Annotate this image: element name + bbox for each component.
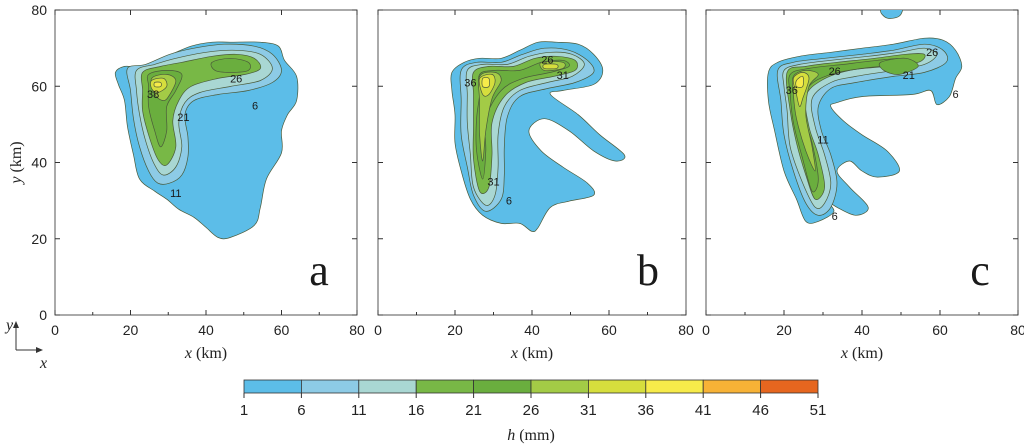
contour-label: 11	[817, 135, 828, 147]
y-tick-label: 20	[31, 231, 47, 247]
x-tick-label: 0	[51, 322, 59, 338]
colorbar-unit: (mm)	[515, 427, 555, 444]
x-axis-var: x	[184, 345, 192, 362]
colorbar-tick-label: 1	[240, 402, 248, 419]
contour-label: 31	[557, 70, 569, 82]
colorbar-swatch	[358, 379, 417, 394]
y-axis-label: y (km)	[8, 141, 25, 185]
x-axis-unit: (km)	[192, 345, 227, 362]
x-tick-label: 20	[776, 322, 792, 338]
contour-band-16	[785, 53, 926, 200]
colorbar-tick-label: 26	[523, 402, 540, 419]
contour-label: 21	[903, 70, 915, 82]
contour-band-island	[880, 10, 903, 19]
x-axis-unit: (km)	[848, 345, 883, 362]
contour-label: 38	[147, 89, 159, 101]
contour-fills	[114, 41, 299, 240]
x-axis-label: x (km)	[184, 345, 227, 362]
x-tick-label: 60	[274, 322, 290, 338]
y-tick-label: 40	[31, 155, 47, 171]
x-axis-label: x (km)	[510, 345, 553, 362]
contour-band-21	[878, 57, 919, 75]
contour-label: 26	[230, 74, 242, 86]
contour-band-21	[210, 57, 251, 73]
contour-label: 26	[926, 47, 938, 59]
corner-y-label: y	[4, 317, 14, 334]
y-axis-unit: (km)	[8, 141, 25, 176]
colorbar-swatch	[473, 379, 532, 394]
x-axis-unit: (km)	[518, 345, 553, 362]
x-tick-label: 80	[678, 322, 694, 338]
colorbar-swatch	[645, 379, 704, 394]
x-tick-label: 0	[374, 322, 382, 338]
x-tick-label: 60	[601, 322, 617, 338]
colorbar-swatch	[588, 379, 647, 394]
panel-letter: b	[637, 246, 659, 295]
contour-band-21	[475, 59, 570, 180]
contour-fills	[767, 10, 963, 224]
corner-x-arrowhead	[36, 347, 43, 353]
x-tick-label: 80	[349, 322, 365, 338]
y-tick-label: 60	[31, 78, 47, 94]
colorbar-swatch	[530, 379, 589, 394]
contour-label: 6	[506, 196, 512, 208]
contour-band-36	[153, 81, 162, 88]
contour-label: 6	[832, 211, 838, 223]
colorbar-tick-label: 16	[408, 402, 425, 419]
panel-letter: c	[970, 246, 990, 295]
colorbar-tick-label: 31	[580, 402, 597, 419]
panel-letter: a	[309, 246, 329, 295]
colorbar-tick-label: 21	[465, 402, 482, 419]
x-tick-label: 0	[702, 322, 710, 338]
corner-x-label: x	[39, 355, 47, 372]
contour-label: 6	[252, 100, 258, 112]
x-tick-label: 40	[854, 322, 870, 338]
contour-label: 21	[177, 112, 189, 124]
contour-label: 36	[464, 77, 476, 89]
y-tick-label: 80	[31, 2, 47, 18]
colorbar-swatch	[760, 379, 819, 394]
contour-label: 26	[829, 66, 841, 78]
x-axis-var: x	[840, 345, 848, 362]
colorbar-var: h	[507, 427, 515, 444]
x-axis-var: x	[510, 345, 518, 362]
colorbar-tick-label: 41	[695, 402, 712, 419]
contour-fills	[450, 41, 626, 232]
x-tick-label: 60	[932, 322, 948, 338]
x-tick-label: 40	[524, 322, 540, 338]
contour-label: 6	[953, 89, 959, 101]
y-axis-var: y	[8, 176, 25, 186]
colorbar-tick-label: 51	[810, 402, 827, 419]
colorbar-swatch	[702, 379, 762, 394]
colorbar-tick-label: 36	[637, 402, 654, 419]
contour-band-36	[481, 77, 490, 88]
y-tick-label: 0	[39, 307, 47, 323]
colorbar-title: h (mm)	[507, 427, 555, 444]
contour-label: 26	[541, 55, 553, 67]
x-tick-label: 20	[123, 322, 139, 338]
corner-y-arrowhead	[13, 321, 19, 328]
x-tick-label: 40	[198, 322, 214, 338]
colorbar-swatch	[243, 379, 302, 394]
contour-label: 11	[170, 188, 181, 200]
colorbar-tick-label: 6	[297, 402, 305, 419]
colorbar-tick-label: 46	[752, 402, 769, 419]
colorbar: 1 6 11 16 21 26 31 36 41 46 51h (mm)	[240, 379, 827, 444]
contour-label: 36	[786, 85, 798, 97]
x-tick-label: 80	[1010, 322, 1024, 338]
contour-band-36	[795, 75, 804, 88]
colorbar-swatch	[415, 379, 475, 394]
contour-band-31	[542, 63, 559, 70]
x-axis-label: x (km)	[840, 345, 883, 362]
x-tick-label: 20	[447, 322, 463, 338]
colorbar-swatch	[300, 379, 360, 394]
colorbar-tick-label: 11	[351, 402, 367, 419]
corner-axes-indicator: yx	[4, 317, 47, 372]
contour-label: 31	[487, 177, 499, 189]
